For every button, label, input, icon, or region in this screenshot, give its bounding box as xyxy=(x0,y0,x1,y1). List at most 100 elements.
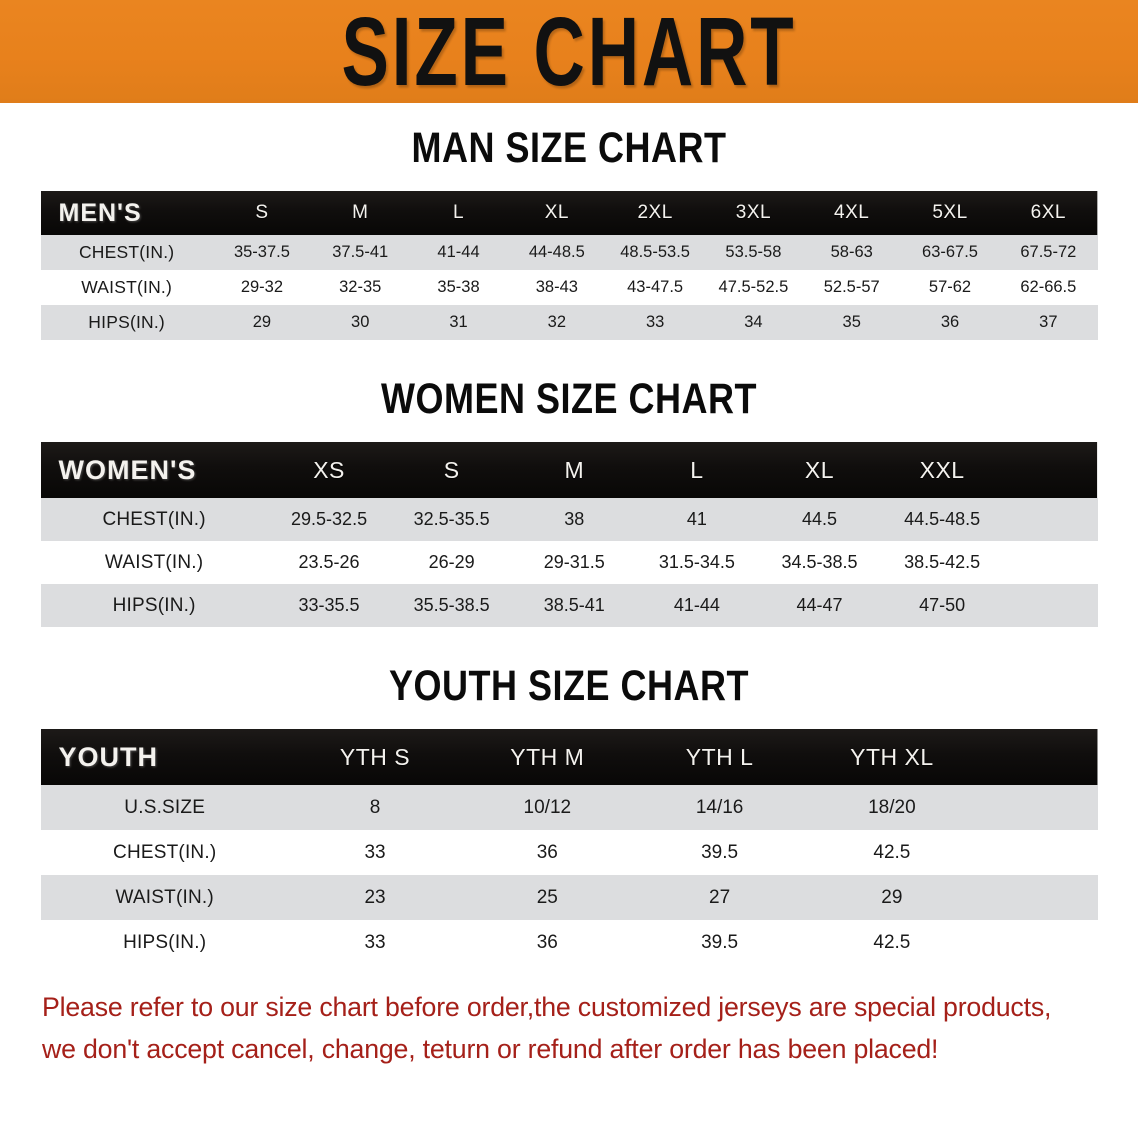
man-cell-1-1: 32-35 xyxy=(339,278,382,296)
women-table-body: CHEST(IN.) 29.5-32.5 32.5-35.5 38 41 44.… xyxy=(40,498,1098,627)
man-cell-2-0: 29 xyxy=(252,313,272,331)
man-cell-0-7: 63-67.5 xyxy=(922,243,978,261)
man-size-col-4: 2XL xyxy=(637,202,673,223)
women-cell-2-4: 44-47 xyxy=(796,595,843,615)
man-cell-0-8: 67.5-72 xyxy=(1020,243,1077,261)
women-cell-0-2: 38 xyxy=(564,509,585,529)
man-size-col-1: M xyxy=(352,202,369,223)
man-cell-0-6: 58-63 xyxy=(830,243,873,261)
women-size-col-5: XXL xyxy=(919,456,965,483)
women-cell-1-3: 31.5-34.5 xyxy=(658,552,735,572)
man-header-row: MEN'S S M L XL 2XL 3XL 4XL 5XL 6XL xyxy=(40,191,1098,235)
women-cell-2-3: 41-44 xyxy=(673,595,720,615)
youth-cell-1-3: 42.5 xyxy=(873,841,911,863)
disclaimer-text: Please refer to our size chart before or… xyxy=(42,987,1097,1071)
women-size-col-3: L xyxy=(690,456,704,483)
table-row: HIPS(IN.) 29 30 31 32 33 34 35 36 37 xyxy=(40,305,1098,340)
youth-row-label-3: HIPS(IN.) xyxy=(123,931,207,953)
man-header-label: MEN'S xyxy=(58,198,142,227)
youth-row-label-1: CHEST(IN.) xyxy=(113,841,217,863)
youth-size-col-2: YTH L xyxy=(685,743,754,770)
man-cell-2-8: 37 xyxy=(1039,313,1058,331)
women-cell-2-spacer xyxy=(1003,584,1097,627)
man-cell-2-5: 34 xyxy=(744,313,763,331)
man-size-col-7: 5XL xyxy=(932,202,968,223)
table-row: WAIST(IN.) 23.5-26 26-29 29-31.5 31.5-34… xyxy=(40,541,1098,584)
man-size-col-5: 3XL xyxy=(735,202,772,223)
women-cell-1-2: 29-31.5 xyxy=(543,552,605,572)
youth-cell-2-3: 29 xyxy=(881,886,903,908)
youth-table-head: YOUTH YTH S YTH M YTH L YTH XL xyxy=(40,729,1098,785)
man-cell-1-5: 47.5-52.5 xyxy=(718,278,789,296)
women-cell-2-2: 38.5-41 xyxy=(543,595,605,615)
youth-cell-0-spacer xyxy=(978,785,1097,830)
man-size-col-8: 6XL xyxy=(1030,202,1066,223)
women-cell-0-spacer xyxy=(1003,498,1097,541)
youth-table-body: U.S.SIZE 8 10/12 14/16 18/20 CHEST(IN.) … xyxy=(40,785,1098,965)
women-size-col-4: XL xyxy=(804,456,835,483)
youth-cell-0-2: 14/16 xyxy=(695,796,744,818)
table-row: U.S.SIZE 8 10/12 14/16 18/20 xyxy=(40,785,1098,830)
women-cell-1-1: 26-29 xyxy=(428,552,475,572)
women-table-head: WOMEN'S XS S M L XL XXL xyxy=(40,442,1098,498)
youth-cell-3-spacer xyxy=(978,920,1097,965)
man-cell-1-8: 62-66.5 xyxy=(1020,278,1077,296)
youth-size-col-3: YTH XL xyxy=(850,743,934,770)
women-size-col-0: XS xyxy=(313,456,345,483)
man-cell-1-7: 57-62 xyxy=(928,278,972,296)
table-row: CHEST(IN.) 29.5-32.5 32.5-35.5 38 41 44.… xyxy=(40,498,1098,541)
women-cell-0-0: 29.5-32.5 xyxy=(291,509,368,529)
table-row: WAIST(IN.) 29-32 32-35 35-38 38-43 43-47… xyxy=(40,270,1098,305)
disclaimer-line-2: we don't accept cancel, change, teturn o… xyxy=(42,1033,939,1064)
youth-size-col-1: YTH M xyxy=(510,743,585,770)
man-size-table-wrapper: MEN'S S M L XL 2XL 3XL 4XL 5XL 6XL CHEST… xyxy=(40,191,1098,340)
man-cell-1-3: 38-43 xyxy=(535,278,578,296)
women-cell-0-3: 41 xyxy=(686,509,707,529)
man-cell-2-4: 33 xyxy=(645,313,665,331)
youth-row-label-2: WAIST(IN.) xyxy=(115,886,214,908)
table-row: WAIST(IN.) 23 25 27 29 xyxy=(40,875,1098,920)
youth-cell-2-2: 27 xyxy=(709,886,731,908)
table-row: CHEST(IN.) 35-37.5 37.5-41 41-44 44-48.5… xyxy=(40,235,1098,270)
women-cell-2-5: 47-50 xyxy=(919,595,966,615)
man-table-head: MEN'S S M L XL 2XL 3XL 4XL 5XL 6XL xyxy=(40,191,1098,235)
women-header-spacer xyxy=(1003,442,1097,498)
youth-cell-3-3: 42.5 xyxy=(873,931,911,953)
women-header-label: WOMEN'S xyxy=(58,454,197,485)
man-cell-0-2: 41-44 xyxy=(437,243,480,261)
man-size-col-0: S xyxy=(255,202,269,223)
women-row-label-1: WAIST(IN.) xyxy=(104,551,204,573)
man-cell-2-2: 31 xyxy=(449,313,468,331)
man-cell-0-3: 44-48.5 xyxy=(528,243,585,261)
youth-header-row: YOUTH YTH S YTH M YTH L YTH XL xyxy=(40,729,1098,785)
man-cell-0-5: 53.5-58 xyxy=(725,243,782,261)
women-cell-1-0: 23.5-26 xyxy=(298,552,360,572)
youth-cell-1-2: 39.5 xyxy=(701,841,739,863)
youth-cell-3-0: 33 xyxy=(364,931,386,953)
youth-section-title: YOUTH SIZE CHART xyxy=(388,661,749,710)
table-row: HIPS(IN.) 33-35.5 35.5-38.5 38.5-41 41-4… xyxy=(40,584,1098,627)
women-size-table-wrapper: WOMEN'S XS S M L XL XXL CHEST(IN.) 29.5-… xyxy=(40,442,1098,627)
women-section-title: WOMEN SIZE CHART xyxy=(381,374,757,423)
man-cell-2-3: 32 xyxy=(547,313,566,331)
youth-size-table-wrapper: YOUTH YTH S YTH M YTH L YTH XL U.S.SIZE … xyxy=(40,729,1098,965)
man-row-label-2: HIPS(IN.) xyxy=(88,312,165,332)
man-cell-1-6: 52.5-57 xyxy=(823,278,880,296)
man-cell-0-0: 35-37.5 xyxy=(233,243,290,261)
man-section-title: MAN SIZE CHART xyxy=(411,123,727,172)
man-cell-0-1: 37.5-41 xyxy=(332,243,389,261)
women-cell-0-5: 44.5-48.5 xyxy=(904,509,981,529)
man-cell-0-4: 48.5-53.5 xyxy=(620,243,690,261)
man-size-table: MEN'S S M L XL 2XL 3XL 4XL 5XL 6XL CHEST… xyxy=(40,191,1098,340)
youth-cell-1-spacer xyxy=(978,830,1097,875)
youth-cell-1-0: 33 xyxy=(364,841,386,863)
women-cell-1-4: 34.5-38.5 xyxy=(781,552,858,572)
table-row: HIPS(IN.) 33 36 39.5 42.5 xyxy=(40,920,1098,965)
table-row: CHEST(IN.) 33 36 39.5 42.5 xyxy=(40,830,1098,875)
youth-cell-2-1: 25 xyxy=(536,886,558,908)
women-size-col-1: S xyxy=(443,456,460,483)
man-table-body: CHEST(IN.) 35-37.5 37.5-41 41-44 44-48.5… xyxy=(40,235,1098,340)
women-header-row: WOMEN'S XS S M L XL XXL xyxy=(40,442,1098,498)
man-cell-2-7: 36 xyxy=(940,313,960,331)
women-size-col-2: M xyxy=(564,456,585,483)
